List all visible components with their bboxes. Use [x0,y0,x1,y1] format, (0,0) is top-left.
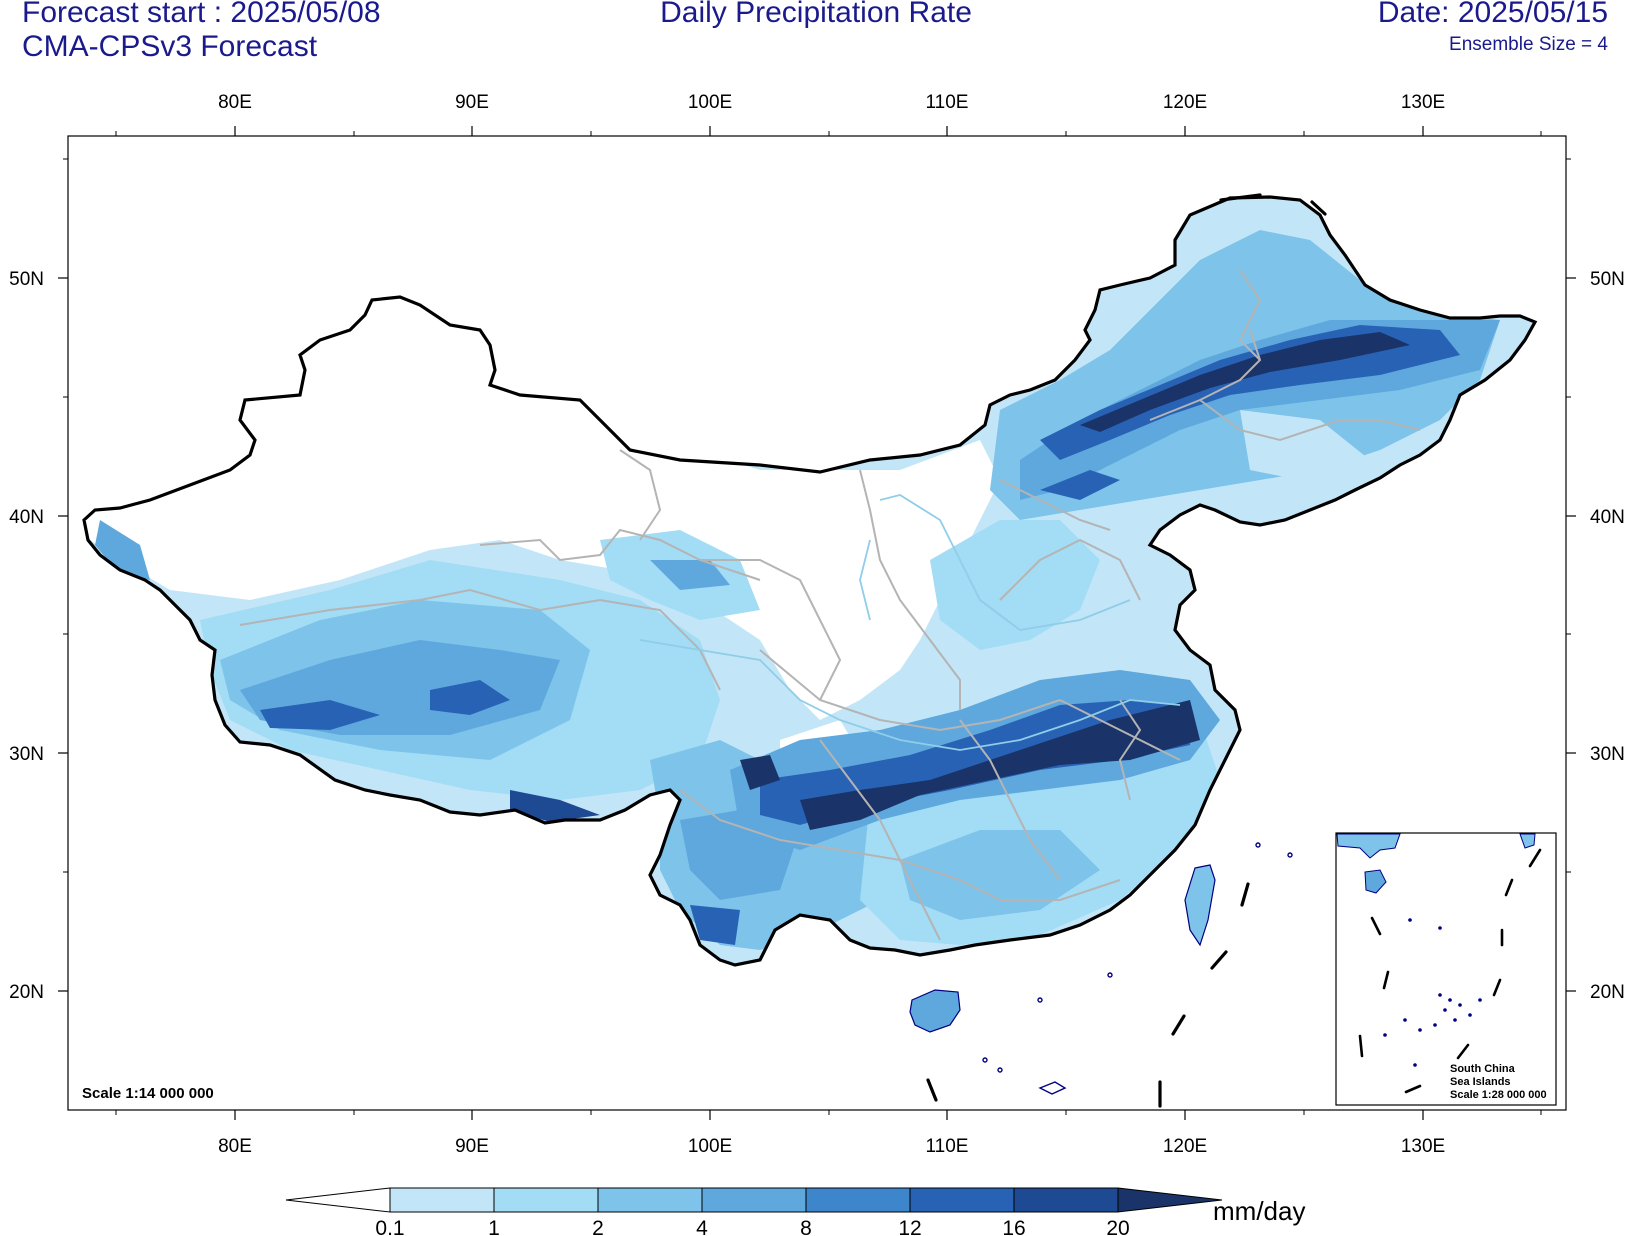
inset-title-line2: Sea Islands [1450,1076,1511,1088]
precip-sichuan-core [740,755,780,790]
inset-scale-label: Scale 1:28 000 000 [1450,1089,1547,1101]
axis-ticks [58,126,1576,1120]
precip-northeast-deep [1040,325,1460,460]
inset-title-line1: South China [1450,1063,1516,1075]
lon-label-bottom: 110E [926,1136,969,1157]
precip-northeast-light [1240,410,1370,480]
lon-label-bottom: 120E [1163,1136,1207,1157]
lon-label-top: 120E [1163,92,1207,113]
lat-label-left: 30N [9,744,44,765]
precip-yangtze-darkest [800,700,1200,830]
inset-coast [1336,833,1401,859]
colorbar-under-triangle [285,1187,391,1213]
colorbar: 0.1 1 2 4 8 12 16 20 [285,1187,1223,1236]
precip-northeast-darkest [1080,332,1410,432]
lon-label-top: 110E [926,92,969,113]
taiwan-island [1184,864,1216,947]
colorbar-segment [701,1187,807,1213]
lat-label-right: 50N [1590,269,1625,290]
lon-label-bottom: 130E [1401,1136,1445,1157]
precip-tibet-south [510,790,600,822]
ensemble-size-label: Ensemble Size = 4 [1449,34,1608,55]
lat-label-right: 30N [1590,744,1625,765]
colorbar-segment [805,1187,911,1213]
lon-labels-bottom: 80E 90E 100E 110E 120E 130E [218,1136,1445,1157]
nine-dash-line [926,193,1327,1108]
lon-label-bottom: 80E [218,1136,252,1157]
colorbar-level-label: 12 [898,1217,921,1236]
model-label: CMA-CPSv3 Forecast [22,30,318,63]
lon-label-bottom: 90E [455,1136,489,1157]
forecast-start-label: Forecast start : 2025/05/08 [22,0,381,29]
colorbar-level-label: 0.1 [375,1217,404,1236]
precip-qinghai-strong [650,560,730,590]
inset-nine-dash [1358,848,1542,1094]
lon-labels-top: 80E 90E 100E 110E 120E 130E [218,92,1445,113]
lat-label-left: 40N [9,507,44,528]
lat-labels-right: 50N 40N 30N 20N [1590,269,1625,1003]
scattered-islands [982,842,1293,1095]
colorbar-segment [909,1187,1015,1213]
colorbar-level-label: 20 [1106,1217,1129,1236]
inset-taiwan [1519,833,1536,849]
lon-label-top: 100E [688,92,732,113]
lon-label-top: 80E [218,92,252,113]
inset-frame [1335,832,1557,1106]
inset-hainan [1364,869,1387,894]
dry-area-north [84,290,1000,720]
colorbar-level-label: 2 [592,1217,604,1236]
lon-label-top: 130E [1401,92,1445,113]
lat-label-left: 20N [9,982,44,1003]
colorbar-level-label: 4 [696,1217,708,1236]
map-scale-label: Scale 1:14 000 000 [82,1085,214,1102]
colorbar-segment [389,1187,495,1213]
colorbar-over-triangle [1117,1187,1223,1213]
province-boundaries [239,269,1421,941]
colorbar-unit: mm/day [1213,1196,1305,1226]
precip-tibet-deep-west [260,700,380,730]
precip-yunnan-deep [690,905,740,945]
precip-liaoning-deep [1040,470,1120,500]
precip-kashgar [95,520,150,580]
colorbar-segment [597,1187,703,1213]
precip-tibet-deep-east [430,680,510,715]
minor-ticks [63,131,1571,1115]
lat-labels-left: 50N 40N 30N 20N [9,269,44,1003]
hainan-island [909,989,961,1033]
chart-title: Daily Precipitation Rate [660,0,972,29]
lat-label-right: 40N [1590,507,1625,528]
lon-label-bottom: 100E [688,1136,732,1157]
colorbar-level-label: 8 [800,1217,812,1236]
precip-south-mid [900,830,1100,920]
colorbar-level-label: 16 [1002,1217,1025,1236]
south-china-sea-inset: South China Sea Islands Scale 1:28 000 0… [1335,832,1557,1106]
valid-date-label: Date: 2025/05/15 [1377,0,1608,29]
colorbar-segment [1013,1187,1119,1213]
lon-label-top: 90E [455,92,489,113]
inset-islands [1383,918,1482,1067]
lat-label-right: 20N [1590,982,1625,1003]
lat-label-left: 50N [9,269,44,290]
rivers [639,494,1181,751]
colorbar-level-label: 1 [488,1217,500,1236]
colorbar-segment [493,1187,599,1213]
